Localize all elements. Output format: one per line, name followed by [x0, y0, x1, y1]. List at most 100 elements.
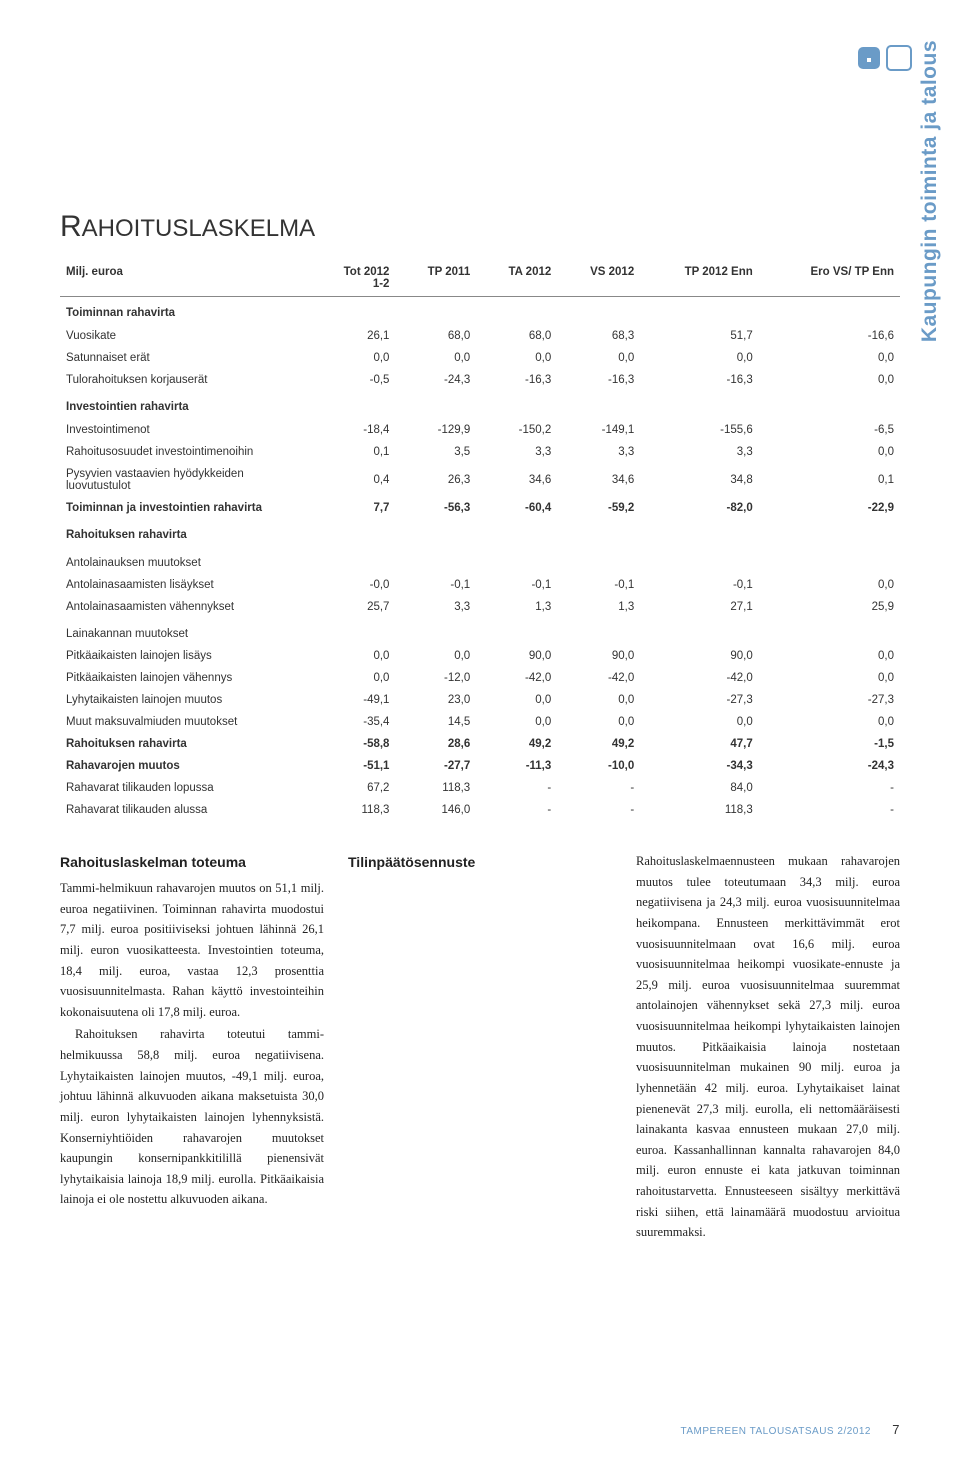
table-row: Rahoitusosuudet investointimenoihin0,13,…	[60, 441, 900, 463]
page-marker-boxes	[858, 45, 912, 71]
table-row: Lainakannan muutokset	[60, 618, 900, 645]
cell-value: -34,3	[640, 755, 759, 777]
table-row: Antolainasaamisten vähennykset25,73,31,3…	[60, 596, 900, 618]
cell-value: 34,6	[476, 463, 557, 497]
cell-value: 0,0	[476, 711, 557, 733]
body-para: Rahoituksen rahavirta toteutui tammi-hel…	[60, 1024, 324, 1210]
cell-value: -16,3	[557, 369, 640, 391]
cell-value: -42,0	[557, 667, 640, 689]
cell-value: 0,0	[759, 574, 900, 596]
row-label: Rahavarojen muutos	[60, 755, 310, 777]
cell-value: 90,0	[476, 645, 557, 667]
cell-value: 1,3	[476, 596, 557, 618]
cell-value: 90,0	[640, 645, 759, 667]
cell-value: 68,3	[557, 325, 640, 347]
table-header: Milj. euroa	[60, 262, 310, 297]
cell-value: 47,7	[640, 733, 759, 755]
cell-value: -6,5	[759, 419, 900, 441]
cell-value: 0,0	[557, 711, 640, 733]
cell-value: -22,9	[759, 497, 900, 519]
row-label: Satunnaiset erät	[60, 347, 310, 369]
cell-value: -0,1	[476, 574, 557, 596]
cell-value: 146,0	[395, 799, 476, 821]
cell-value: -42,0	[476, 667, 557, 689]
cell-value: 0,4	[310, 463, 395, 497]
cell-value: -16,6	[759, 325, 900, 347]
cell-value: -	[557, 799, 640, 821]
cell-value: 25,9	[759, 596, 900, 618]
cell-value: 0,0	[759, 369, 900, 391]
cell-value: 26,1	[310, 325, 395, 347]
marker-inactive	[886, 45, 912, 71]
cell-value: 51,7	[640, 325, 759, 347]
row-label: Pitkäaikaisten lainojen lisäys	[60, 645, 310, 667]
body-heading-1: Rahoituslaskelman toteuma	[60, 851, 324, 874]
cell-value: 14,5	[395, 711, 476, 733]
cell-value: 68,0	[476, 325, 557, 347]
row-label: Toiminnan ja investointien rahavirta	[60, 497, 310, 519]
table-header: TA 2012	[476, 262, 557, 297]
cell-value: 3,3	[395, 596, 476, 618]
cell-value: 0,0	[395, 645, 476, 667]
body-para: Tammi-helmikuun rahavarojen muutos on 51…	[60, 878, 324, 1022]
cell-value: -149,1	[557, 419, 640, 441]
cell-value: 27,1	[640, 596, 759, 618]
table-row: Pitkäaikaisten lainojen vähennys0,0-12,0…	[60, 667, 900, 689]
cell-value: 90,0	[557, 645, 640, 667]
cell-value: -	[557, 777, 640, 799]
cell-value: 0,0	[640, 347, 759, 369]
cell-value: 28,6	[395, 733, 476, 755]
cell-value: 118,3	[395, 777, 476, 799]
table-row: Pysyvien vastaavien hyödykkeiden luovutu…	[60, 463, 900, 497]
finance-table: Milj. euroaTot 20121-2TP 2011TA 2012VS 2…	[60, 262, 900, 821]
table-row: Antolainasaamisten lisäykset-0,0-0,1-0,1…	[60, 574, 900, 596]
cell-value: 0,0	[640, 711, 759, 733]
row-label: Muut maksuvalmiuden muutokset	[60, 711, 310, 733]
cell-value: 0,1	[759, 463, 900, 497]
cell-value: -0,0	[310, 574, 395, 596]
cell-value: -1,5	[759, 733, 900, 755]
table-row: Lyhytaikaisten lainojen muutos-49,123,00…	[60, 689, 900, 711]
cell-value: 3,5	[395, 441, 476, 463]
table-header: TP 2011	[395, 262, 476, 297]
cell-value: 49,2	[476, 733, 557, 755]
table-row: Muut maksuvalmiuden muutokset-35,414,50,…	[60, 711, 900, 733]
cell-value: 0,0	[310, 667, 395, 689]
cell-value: 3,3	[557, 441, 640, 463]
section-label: Toiminnan rahavirta	[60, 297, 900, 326]
cell-value: 0,1	[310, 441, 395, 463]
table-row: Tulorahoituksen korjauserät-0,5-24,3-16,…	[60, 369, 900, 391]
cell-value: -35,4	[310, 711, 395, 733]
cell-value: 0,0	[759, 711, 900, 733]
cell-value: 25,7	[310, 596, 395, 618]
table-row: Rahoituksen rahavirta	[60, 519, 900, 547]
cell-value: 3,3	[476, 441, 557, 463]
cell-value: 7,7	[310, 497, 395, 519]
cell-value: -	[759, 799, 900, 821]
table-row: Antolainauksen muutokset	[60, 547, 900, 574]
cell-value: -129,9	[395, 419, 476, 441]
cell-value: 67,2	[310, 777, 395, 799]
row-label: Antolainasaamisten vähennykset	[60, 596, 310, 618]
cell-value: 84,0	[640, 777, 759, 799]
cell-value: -	[476, 799, 557, 821]
cell-value: -18,4	[310, 419, 395, 441]
table-header: VS 2012	[557, 262, 640, 297]
cell-value: 0,0	[759, 347, 900, 369]
cell-value: 0,0	[476, 689, 557, 711]
cell-value: -0,5	[310, 369, 395, 391]
row-label: Vuosikate	[60, 325, 310, 347]
cell-value: 0,0	[310, 347, 395, 369]
body-para: Rahoituslaskelmaennusteen mukaan rahavar…	[636, 851, 900, 1243]
cell-value: -	[759, 777, 900, 799]
cell-value: 1,3	[557, 596, 640, 618]
cell-value: 118,3	[640, 799, 759, 821]
cell-value: 0,0	[759, 667, 900, 689]
row-label: Lyhytaikaisten lainojen muutos	[60, 689, 310, 711]
table-row: Toiminnan ja investointien rahavirta7,7 -…	[60, 497, 900, 519]
cell-value: 0,0	[557, 347, 640, 369]
cell-value: -58,8	[310, 733, 395, 755]
subsection-label: Antolainauksen muutokset	[60, 547, 900, 574]
cell-value: 0,0	[759, 441, 900, 463]
cell-value: 26,3	[395, 463, 476, 497]
